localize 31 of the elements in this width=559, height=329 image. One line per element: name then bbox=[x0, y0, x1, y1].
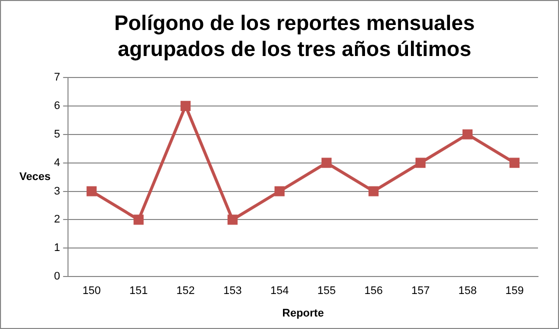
x-tick-label: 157 bbox=[411, 285, 430, 298]
x-tick-label: 158 bbox=[458, 285, 477, 298]
x-tick-label: 154 bbox=[270, 285, 289, 298]
point bbox=[180, 100, 191, 111]
x-tick-label: 152 bbox=[176, 285, 195, 298]
y-tick-label: 0 bbox=[54, 270, 60, 283]
point bbox=[415, 158, 426, 168]
y-tick-label: 5 bbox=[54, 128, 60, 140]
x-tick-label: 156 bbox=[364, 285, 383, 298]
y-tick-label: 6 bbox=[54, 100, 60, 112]
x-tick-label: 155 bbox=[317, 285, 336, 298]
y-tick-label: 1 bbox=[54, 242, 60, 254]
chart-title: Polígono de los reportes mensuales agrupados de los tres años últimos bbox=[114, 12, 475, 62]
point bbox=[462, 129, 473, 140]
x-axis-title: Reporte bbox=[282, 307, 324, 320]
point bbox=[509, 158, 520, 168]
x-tick-label: 159 bbox=[505, 285, 524, 298]
x-tick-label: 151 bbox=[129, 285, 148, 298]
point bbox=[228, 214, 238, 225]
point bbox=[322, 158, 332, 168]
y-tick-label: 4 bbox=[54, 156, 60, 169]
x-tick-label: 150 bbox=[82, 285, 101, 298]
y-tick-label: 7 bbox=[54, 72, 60, 84]
y-tick-label: 2 bbox=[54, 214, 60, 226]
x-tick-label: 153 bbox=[223, 285, 242, 298]
point bbox=[134, 214, 144, 225]
point bbox=[86, 186, 97, 196]
point bbox=[274, 186, 285, 196]
point bbox=[368, 186, 379, 196]
y-tick-label: 3 bbox=[54, 185, 60, 198]
y-axis-title: Veces bbox=[19, 171, 51, 184]
